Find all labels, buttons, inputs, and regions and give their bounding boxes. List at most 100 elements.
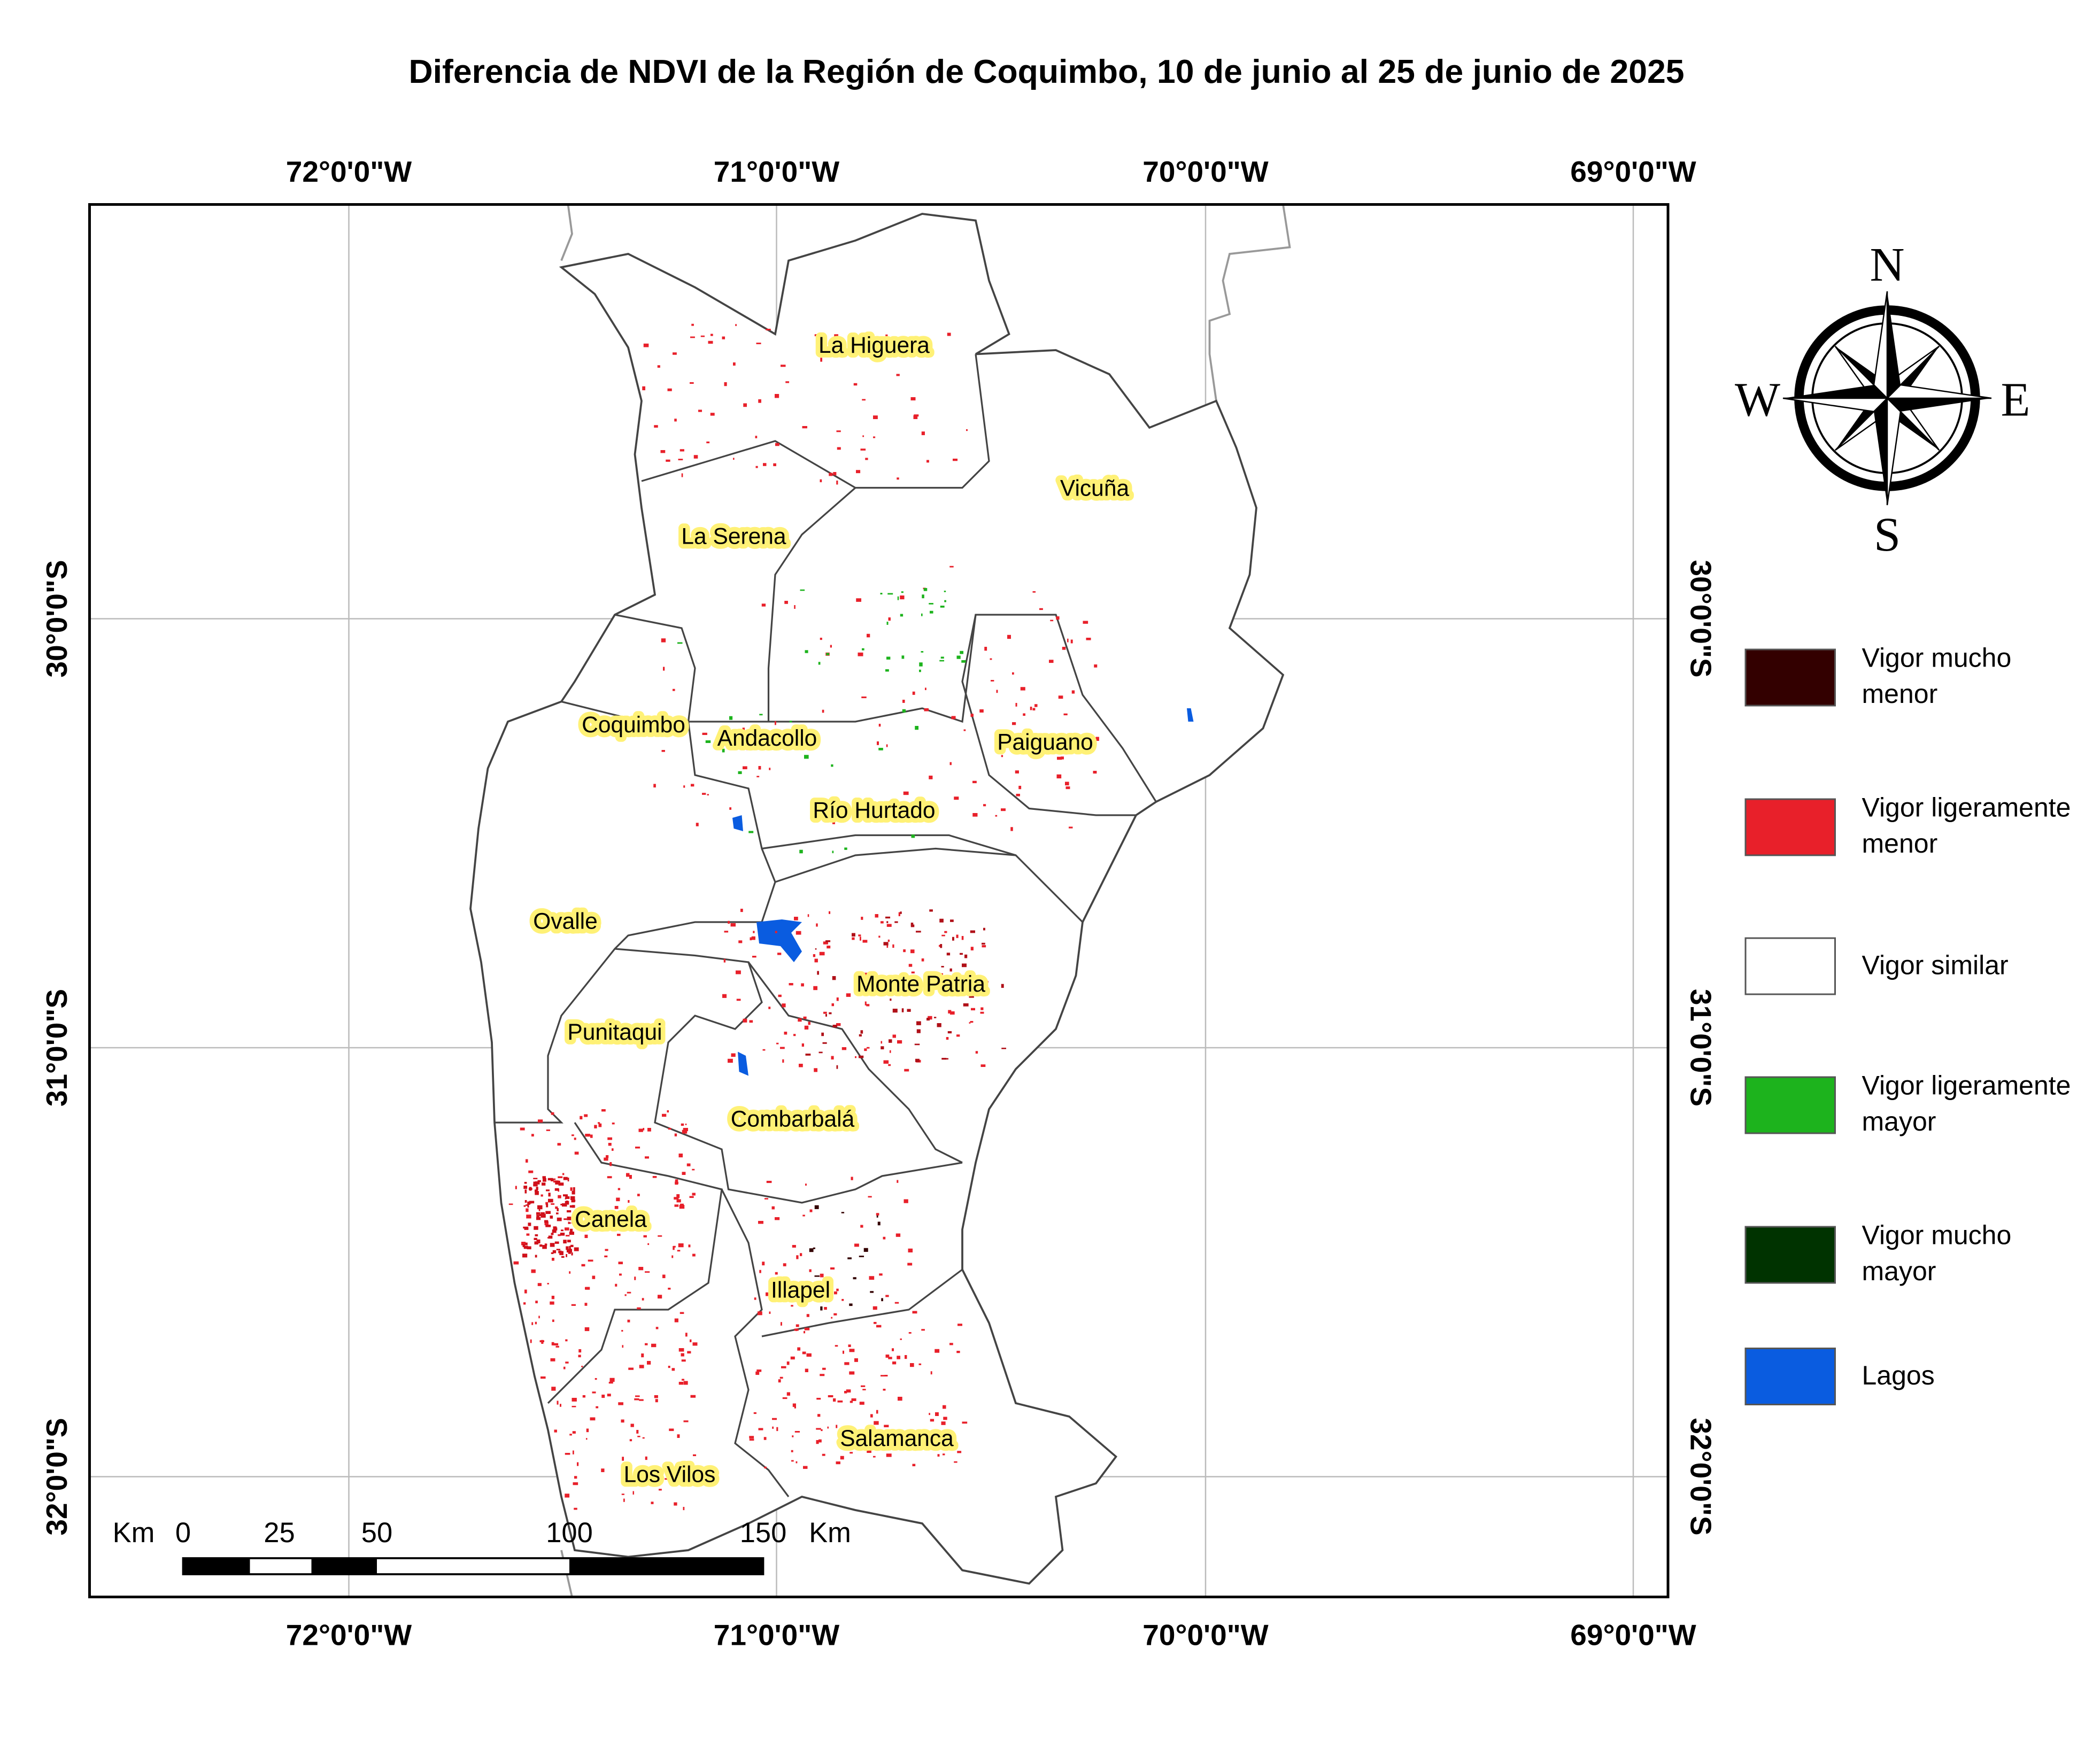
ndvi-pixel xyxy=(888,1357,892,1359)
ndvi-pixel xyxy=(1058,695,1063,699)
ndvi-pixel xyxy=(685,1124,687,1125)
ndvi-pixel xyxy=(911,834,915,838)
ndvi-pixel xyxy=(910,949,915,954)
ndvi-pixel xyxy=(859,1256,864,1257)
ndvi-pixel xyxy=(524,1182,527,1184)
ndvi-pixel xyxy=(692,1342,698,1346)
ndvi-pixel xyxy=(823,941,828,945)
ndvi-pixel xyxy=(820,1374,825,1376)
ndvi-pixel xyxy=(874,1421,879,1425)
ndvi-pixel xyxy=(954,796,959,800)
ndvi-pixel xyxy=(874,1322,877,1324)
ndvi-pixel xyxy=(617,1188,621,1190)
ndvi-pixel xyxy=(653,784,656,788)
ndvi-pixel xyxy=(567,1210,572,1213)
ndvi-pixel xyxy=(841,1299,844,1301)
legend-label-box: Lagos xyxy=(1862,1361,1935,1390)
ndvi-pixel xyxy=(831,1056,834,1060)
commune-label: Salamanca xyxy=(840,1426,954,1451)
ndvi-pixel xyxy=(980,1011,984,1014)
ndvi-pixel xyxy=(676,1194,680,1198)
ndvi-pixel xyxy=(529,1187,532,1191)
scale-tick: 25 xyxy=(264,1517,295,1549)
ndvi-pixel xyxy=(941,966,944,968)
ndvi-pixel xyxy=(539,1244,543,1247)
ndvi-pixel xyxy=(979,709,984,713)
ndvi-pixel xyxy=(802,1214,805,1217)
ndvi-pixel xyxy=(642,1298,644,1301)
ndvi-pixel xyxy=(594,1378,597,1380)
ndvi-pixel xyxy=(939,945,940,947)
ndvi-pixel xyxy=(546,1129,551,1131)
ndvi-pixel xyxy=(643,343,649,347)
ndvi-pixel xyxy=(777,953,782,955)
ndvi-pixel xyxy=(552,1319,554,1322)
ndvi-pixel xyxy=(781,1366,786,1368)
scale-tick: 150 xyxy=(740,1517,787,1549)
ndvi-pixel xyxy=(831,1003,835,1007)
ndvi-pixel xyxy=(886,921,889,923)
ndvi-pixel xyxy=(586,1438,588,1440)
ndvi-pixel xyxy=(526,1214,531,1219)
ndvi-pixel xyxy=(921,651,924,653)
ndvi-pixel xyxy=(545,1202,549,1205)
ndvi-pixel xyxy=(584,1303,588,1306)
ndvi-pixel xyxy=(751,936,755,940)
ndvi-pixel xyxy=(831,1317,833,1319)
ndvi-pixel xyxy=(577,1462,579,1466)
ndvi-pixel xyxy=(861,917,863,920)
ndvi-pixel xyxy=(849,1303,853,1306)
ndvi-pixel xyxy=(947,332,951,336)
ndvi-pixel xyxy=(605,1249,608,1251)
ndvi-pixel xyxy=(878,748,883,751)
ndvi-pixel xyxy=(558,1234,561,1236)
ndvi-pixel xyxy=(621,1419,624,1423)
ndvi-pixel xyxy=(859,1055,864,1058)
ndvi-pixel xyxy=(926,460,929,463)
ndvi-pixel xyxy=(963,729,966,731)
ndvi-pixel xyxy=(921,958,924,962)
ndvi-pixel xyxy=(543,1178,546,1182)
ndvi-pixel xyxy=(1094,664,1098,668)
ndvi-pixel xyxy=(529,1201,535,1204)
ndvi-pixel xyxy=(801,983,804,987)
lat-label: 31°0'0"S xyxy=(1685,989,1718,1107)
ndvi-pixel xyxy=(863,1430,866,1433)
ndvi-pixel xyxy=(563,1177,568,1180)
ndvi-pixel xyxy=(791,1450,793,1452)
ndvi-pixel xyxy=(885,1295,889,1297)
ndvi-pixel xyxy=(832,822,835,824)
ndvi-pixel xyxy=(922,594,924,599)
ndvi-pixel xyxy=(950,919,954,922)
compass-south: S xyxy=(1874,508,1901,561)
ndvi-pixel xyxy=(872,1306,877,1310)
ndvi-pixel xyxy=(675,1179,678,1182)
ndvi-pixel xyxy=(733,458,735,460)
ndvi-pixel xyxy=(683,1420,689,1422)
ndvi-pixel xyxy=(536,1187,538,1190)
ndvi-pixel xyxy=(607,1176,612,1179)
ndvi-pixel xyxy=(883,1389,886,1391)
ndvi-pixel xyxy=(666,459,670,462)
ndvi-pixel xyxy=(722,336,725,339)
ndvi-pixel xyxy=(567,1240,571,1243)
scale-tick: 0 xyxy=(175,1517,191,1549)
ndvi-pixel xyxy=(886,656,891,660)
ndvi-pixel xyxy=(813,986,818,991)
ndvi-pixel xyxy=(876,1325,882,1328)
ndvi-pixel xyxy=(856,598,862,602)
ndvi-pixel xyxy=(935,1349,940,1353)
lon-label: 72°0'0"W xyxy=(286,155,412,188)
ndvi-pixel xyxy=(849,1349,855,1352)
ndvi-pixel xyxy=(796,1324,799,1327)
ndvi-pixel xyxy=(621,1330,623,1332)
ndvi-pixel xyxy=(775,1272,778,1275)
ndvi-pixel xyxy=(535,1189,538,1193)
ndvi-pixel xyxy=(916,931,921,933)
ndvi-pixel xyxy=(800,1253,802,1256)
ndvi-pixel xyxy=(1018,733,1022,737)
ndvi-pixel xyxy=(534,1237,537,1240)
ndvi-pixel xyxy=(846,1389,851,1393)
ndvi-pixel xyxy=(551,1179,554,1181)
ndvi-pixel xyxy=(604,1157,608,1161)
